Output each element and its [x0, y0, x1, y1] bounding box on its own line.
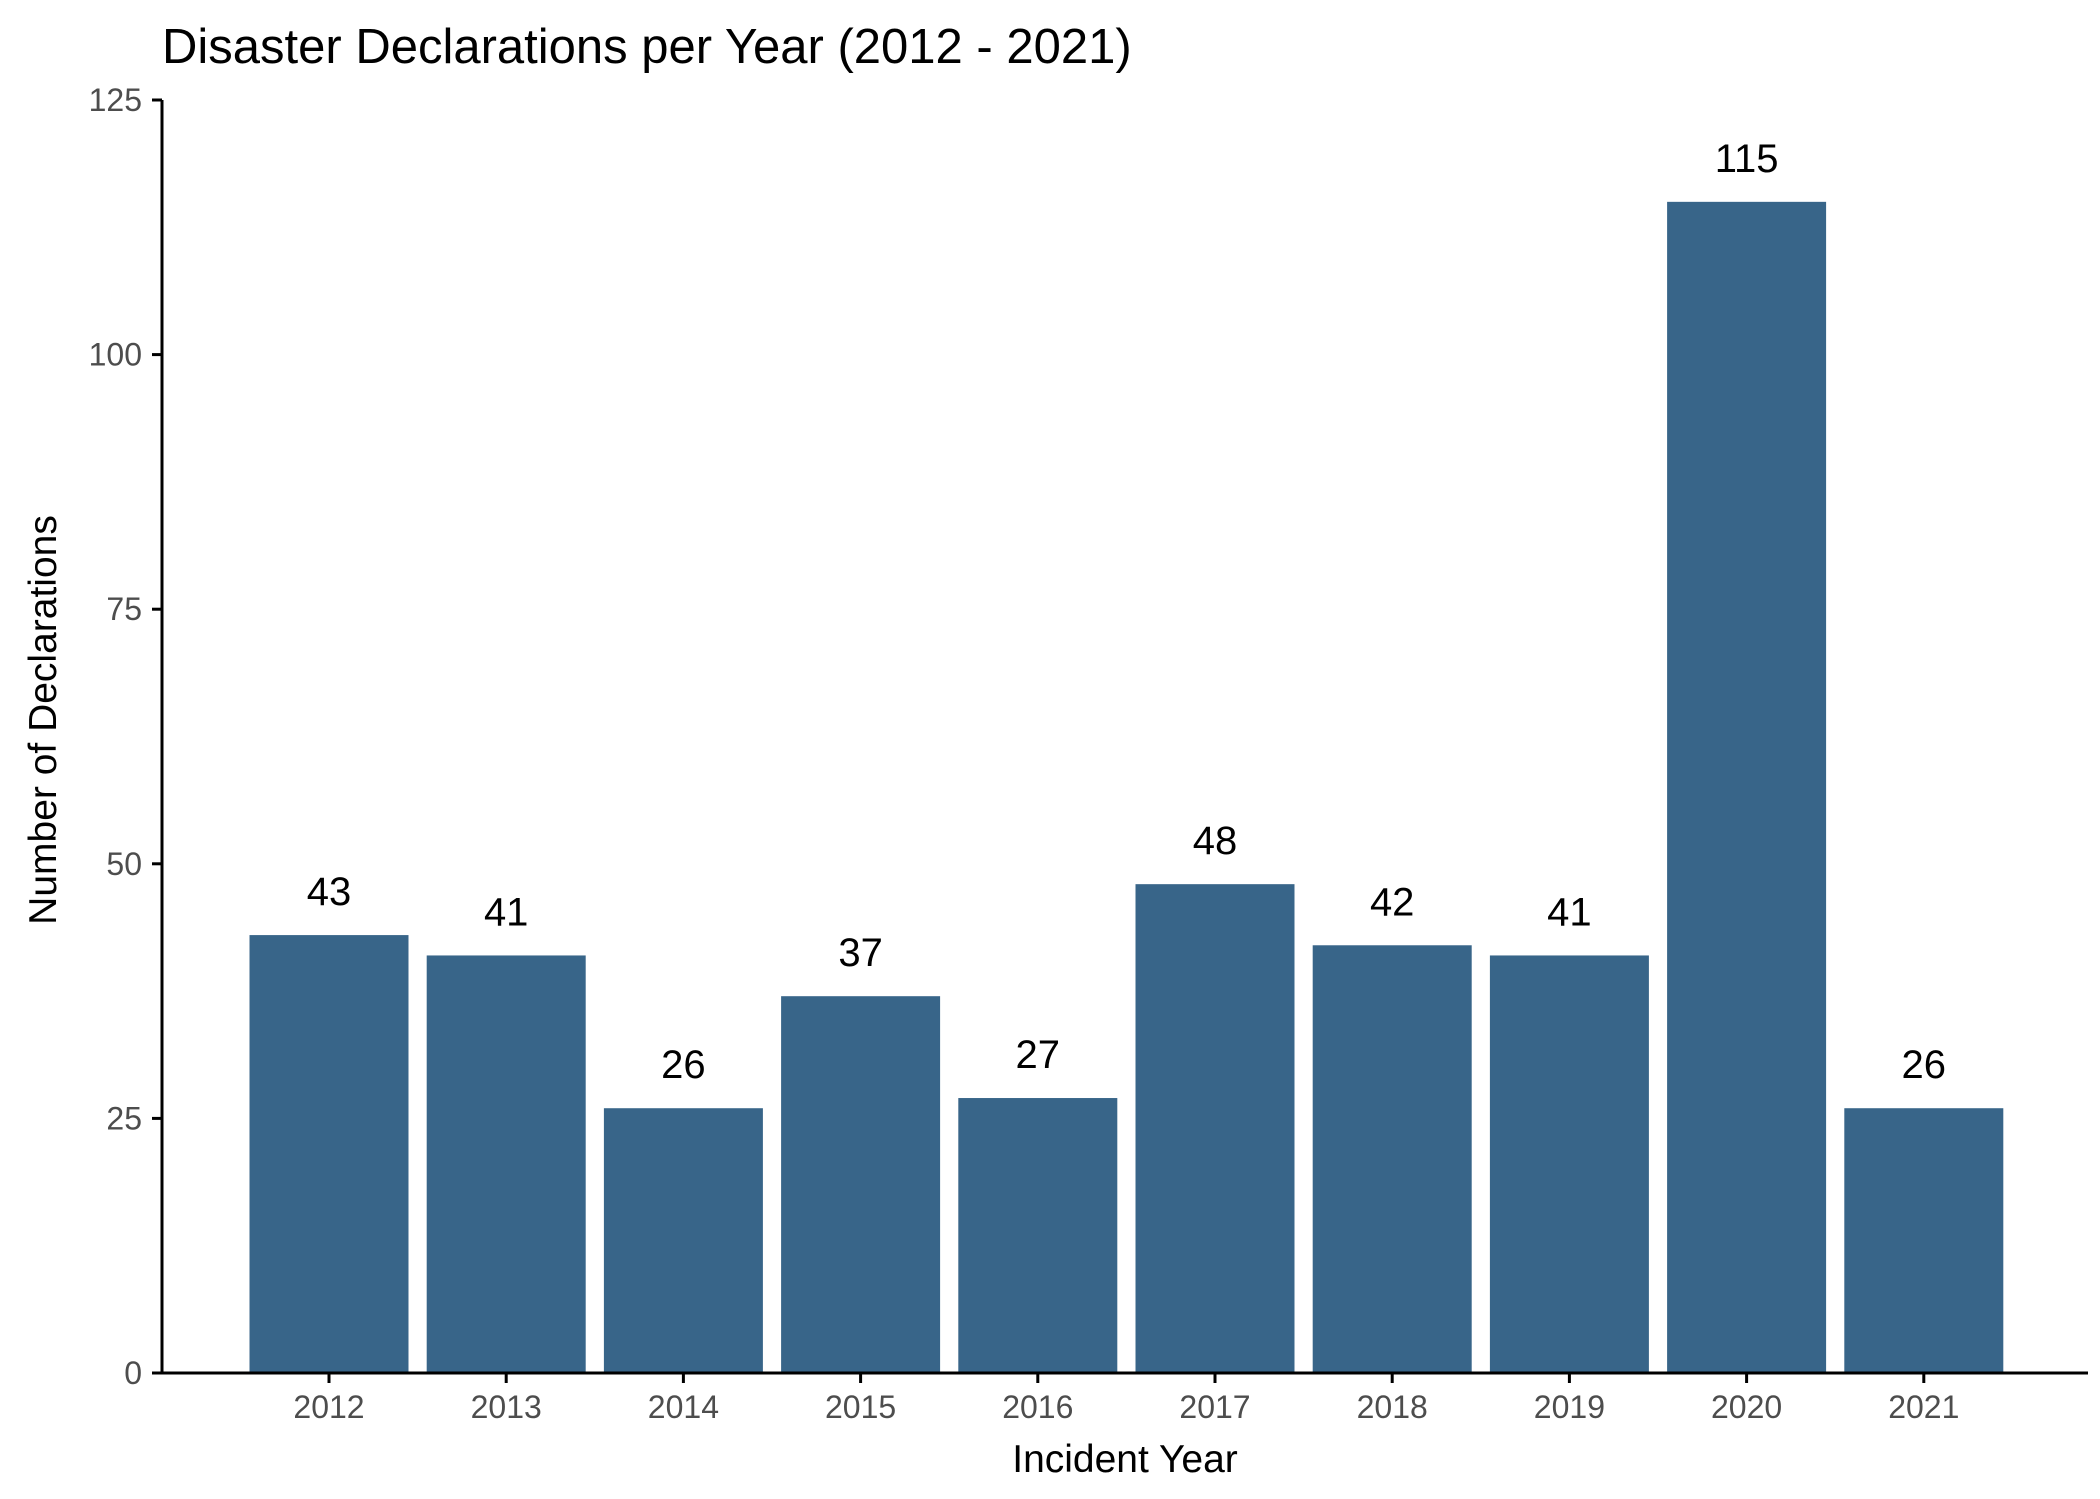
- bar-2015: [781, 996, 941, 1373]
- y-tick-label: 25: [106, 1100, 142, 1136]
- bar-2017: [1135, 884, 1295, 1373]
- y-axis-title: Number of Declarations: [22, 515, 65, 925]
- bar-label-2013: 41: [484, 890, 529, 934]
- x-tick-label: 2014: [648, 1389, 719, 1425]
- x-axis-ticks: 2012 2013 2014 2015 2016 2017 2018 2019 2020 2021: [293, 1373, 1959, 1425]
- x-tick-label: 2012: [293, 1389, 364, 1425]
- bar-2018: [1312, 945, 1472, 1373]
- bar-label-2017: 48: [1193, 819, 1238, 863]
- y-tick-label: 125: [89, 82, 142, 118]
- x-tick-label: 2020: [1711, 1389, 1782, 1425]
- x-tick-label: 2018: [1357, 1389, 1428, 1425]
- bar-label-2016: 27: [1016, 1033, 1061, 1077]
- x-tick-label: 2015: [825, 1389, 896, 1425]
- bar-2014: [603, 1108, 763, 1373]
- bar-2019: [1489, 955, 1649, 1373]
- bars-group: [249, 201, 2004, 1374]
- bar-2020: [1667, 201, 1827, 1374]
- x-tick-label: 2019: [1534, 1389, 1605, 1425]
- x-tick-label: 2017: [1179, 1389, 1250, 1425]
- y-tick-label: 75: [106, 591, 142, 627]
- bar-label-2021: 26: [1902, 1043, 1947, 1087]
- bar-2021: [1844, 1108, 2004, 1373]
- x-axis-title: Incident Year: [1012, 1438, 1238, 1481]
- bar-label-2020: 115: [1715, 137, 1779, 181]
- x-tick-label: 2021: [1888, 1389, 1959, 1425]
- bar-2012: [249, 935, 409, 1373]
- y-tick-label: 100: [89, 337, 142, 373]
- y-tick-label: 0: [124, 1355, 142, 1391]
- y-axis-ticks: 0 25 50 75 100 125: [89, 82, 162, 1391]
- bar-2013: [426, 955, 586, 1373]
- x-tick-label: 2013: [471, 1389, 542, 1425]
- bar-label-2018: 42: [1370, 880, 1415, 924]
- x-tick-label: 2016: [1002, 1389, 1073, 1425]
- bar-label-2019: 41: [1547, 890, 1592, 934]
- chart-title: Disaster Declarations per Year (2012 - 2…: [162, 20, 1132, 74]
- bar-label-2012: 43: [307, 870, 352, 914]
- bar-label-2014: 26: [661, 1043, 706, 1087]
- bar-labels-group: 43 41 26 37 27 48 42 41 115 26: [307, 137, 1946, 1087]
- y-tick-label: 50: [106, 846, 142, 882]
- bar-2016: [958, 1098, 1118, 1373]
- bar-label-2015: 37: [838, 931, 883, 975]
